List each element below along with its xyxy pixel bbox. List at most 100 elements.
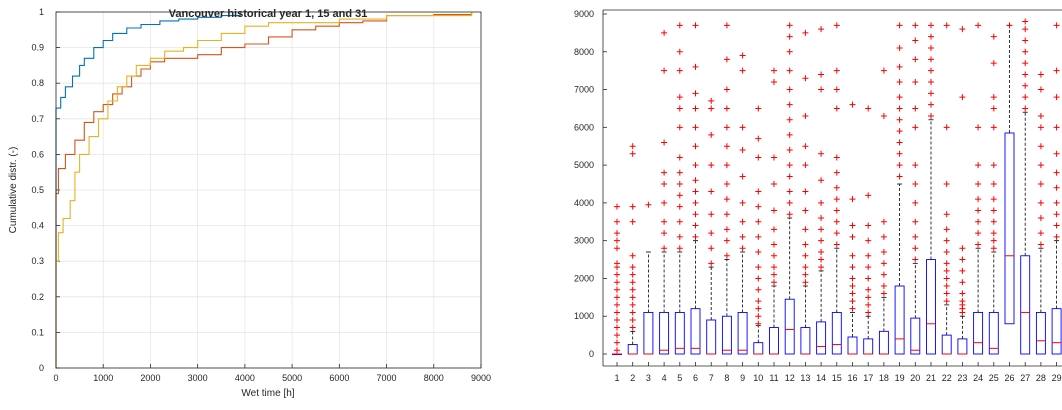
boxplot-box-25 xyxy=(988,33,999,355)
boxplot-outlier xyxy=(912,79,919,85)
boxplot-box-13 xyxy=(800,29,811,355)
cdf-y-tick-labels: 0 0.1 0.2 0.3 0.4 0.5 0.6 0.7 0.8 0.9 1 xyxy=(31,7,44,373)
boxplot-outlier xyxy=(990,207,997,214)
boxplot-outlier xyxy=(1022,60,1029,67)
boxplot-outlier xyxy=(755,233,762,240)
boxplot-box-rect xyxy=(674,311,685,355)
boxplot-outlier xyxy=(1053,150,1060,157)
boxplot-outlier xyxy=(629,252,636,259)
boxplot-outlier xyxy=(880,260,887,267)
boxplot-outlier xyxy=(786,211,793,218)
boxplot-outlier xyxy=(755,264,762,271)
boxplot-outlier xyxy=(990,218,997,225)
boxplot-outlier xyxy=(676,233,683,240)
boxplot-outlier xyxy=(786,188,793,195)
cdf-chart-title: Vancouver historical year 1, 15 and 31 xyxy=(169,8,368,20)
boxplot-outlier xyxy=(865,309,872,316)
boxplot-outlier xyxy=(896,105,903,112)
boxplot-outlier xyxy=(786,48,793,55)
boxplot-outlier xyxy=(1053,233,1060,240)
boxplot-outlier xyxy=(692,222,699,229)
boxplot-outlier xyxy=(614,309,620,316)
boxplot-outlier xyxy=(975,22,982,29)
boxplot-outlier xyxy=(990,196,997,203)
boxplot-outlier xyxy=(755,105,762,112)
boxplot-x-tick-label: 15 xyxy=(832,373,842,383)
boxplot-outlier xyxy=(723,237,730,244)
boxplot-outlier xyxy=(676,203,683,210)
cdf-series-1-line xyxy=(55,12,241,368)
boxplot-outlier xyxy=(959,267,966,274)
boxplot-outlier xyxy=(1053,184,1060,191)
boxplot-outlier xyxy=(692,90,699,97)
boxplot-box-rect xyxy=(816,321,827,355)
boxplot-outlier xyxy=(802,207,809,214)
boxplot-outlier xyxy=(865,275,872,282)
boxplot-outlier xyxy=(990,230,997,237)
boxplot-outlier xyxy=(771,181,777,187)
boxplot-outlier xyxy=(786,147,793,153)
boxplot-outlier xyxy=(818,177,825,184)
boxplot-outlier xyxy=(629,324,636,331)
boxplot-outlier xyxy=(739,199,746,206)
boxplot-outlier xyxy=(786,116,793,123)
boxplot-outlier xyxy=(802,29,809,36)
boxplot-outlier xyxy=(865,264,872,271)
boxplot-x-tick-label: 3 xyxy=(646,373,651,383)
boxplot-box-rect xyxy=(894,285,905,355)
boxplot-box-12 xyxy=(784,22,795,355)
boxplot-outlier xyxy=(676,218,683,225)
boxplot-x-tick-label: 19 xyxy=(895,373,905,383)
boxplot-x-tick-labels: 1 2 3 4 5 6 7 8 9 10 11 12 13 14 15 16 17 18 19 20 21 22 23 24 2… xyxy=(614,362,1062,383)
boxplot-outlier xyxy=(880,218,887,225)
boxplot-outlier xyxy=(912,218,919,225)
boxplot-x-tick-label: 12 xyxy=(785,373,795,383)
boxplot-box-20 xyxy=(910,22,921,355)
boxplot-outlier xyxy=(1006,22,1013,29)
boxplot-x-tick-label: 6 xyxy=(693,373,698,383)
cdf-y-tick-label: 0.1 xyxy=(31,327,44,337)
boxplot-outlier xyxy=(802,264,809,271)
boxplot-outlier xyxy=(676,192,683,199)
boxplot-outlier xyxy=(739,173,746,180)
boxplot-outlier xyxy=(975,181,982,187)
boxplot-outlier xyxy=(708,245,715,252)
boxplot-outlier xyxy=(943,260,950,267)
boxplot-outlier xyxy=(849,283,856,289)
boxplot-outlier xyxy=(755,275,762,282)
boxplot-outlier xyxy=(849,275,856,282)
boxplot-outlier xyxy=(708,230,715,237)
boxplot-outlier xyxy=(1037,113,1044,119)
boxplot-outlier xyxy=(771,67,777,74)
boxplot-outlier xyxy=(676,169,683,176)
boxplot-outlier xyxy=(692,162,699,169)
boxplot-outlier xyxy=(1037,143,1044,150)
boxplot-outlier xyxy=(849,290,856,297)
boxplot-outlier xyxy=(833,86,840,93)
boxplot-outlier xyxy=(802,226,809,233)
boxplot-outlier xyxy=(614,279,620,286)
boxplot-outlier xyxy=(771,79,777,85)
boxplot-outlier xyxy=(928,45,934,51)
boxplot-outlier xyxy=(943,249,950,255)
boxplot-outlier xyxy=(614,294,620,301)
cdf-axes-box xyxy=(55,11,482,369)
boxplot-outlier xyxy=(896,94,903,101)
boxplot-outlier xyxy=(661,139,668,146)
boxplot-x-tick-label: 2 xyxy=(630,373,635,383)
cdf-x-tick-label: 9000 xyxy=(471,373,491,383)
boxplot-outlier xyxy=(1022,26,1029,33)
boxplot-outlier xyxy=(959,256,966,263)
boxplot-outlier xyxy=(928,113,934,119)
boxplot-outlier xyxy=(928,101,934,108)
boxplot-outlier xyxy=(614,301,620,308)
boxplot-outlier xyxy=(1022,18,1029,25)
boxplot-box-23 xyxy=(957,26,968,355)
boxplot-outlier xyxy=(912,105,919,112)
boxplot-x-tick-label: 14 xyxy=(816,373,826,383)
boxplot-outlier xyxy=(1037,230,1044,237)
boxplot-outlier xyxy=(692,211,699,218)
boxplot-outlier xyxy=(818,226,825,233)
boxplot-outlier xyxy=(1053,94,1060,101)
